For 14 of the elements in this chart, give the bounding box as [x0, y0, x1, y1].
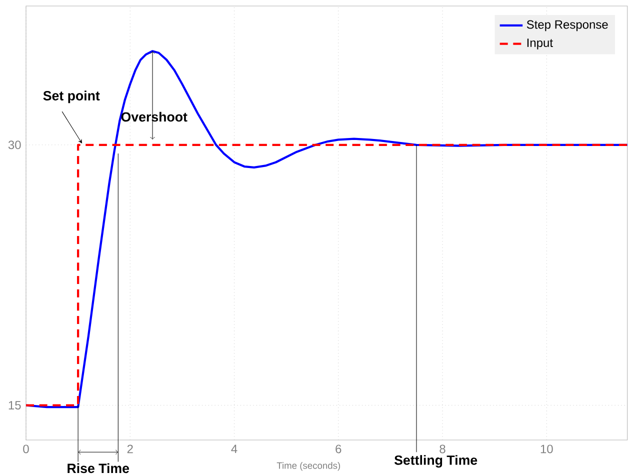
x-tick-label: 4: [231, 444, 238, 453]
x-axis-title: Time (seconds): [276, 462, 340, 471]
legend-label: Input: [527, 38, 553, 50]
x-tick-label: 8: [440, 444, 446, 454]
legend-label: Step Response: [526, 20, 608, 32]
annotation: Set point: [43, 90, 100, 104]
x-tick-label: 6: [336, 444, 342, 454]
annotation: Settling Time: [394, 455, 478, 468]
x-tick-label: 0: [23, 444, 29, 454]
x-tick-label: 2: [127, 444, 133, 454]
y-tick-label: 15: [8, 401, 21, 410]
y-tick-label: 30: [8, 140, 21, 150]
annotation: Rise Time: [68, 463, 130, 474]
x-tick-label: 10: [540, 444, 553, 454]
